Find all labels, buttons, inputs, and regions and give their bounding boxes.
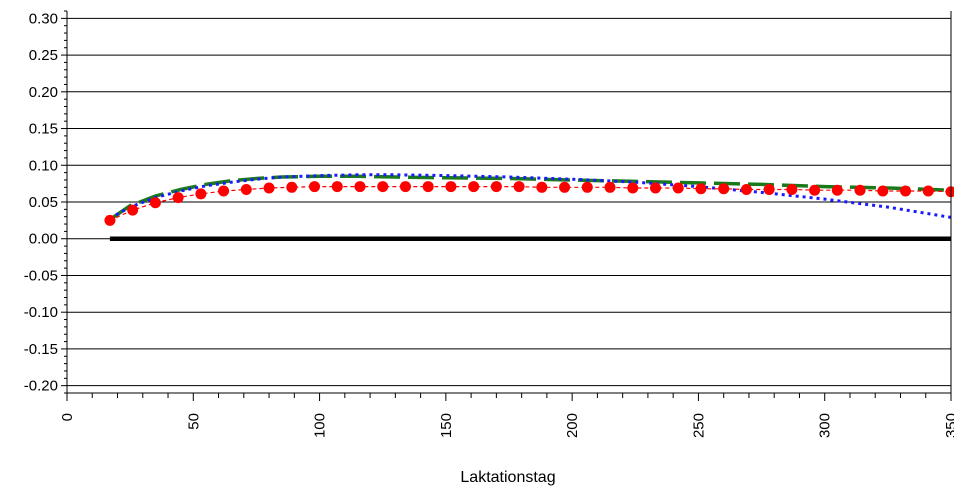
series-point: [490, 181, 502, 193]
series-point: [286, 181, 298, 193]
series-point: [649, 182, 661, 194]
series-line-4: [109, 186, 952, 221]
tick-labels: 0.30 0.25 0.20 0.15 0.10 0.05 0.00 -0.05 -0.10 -0…: [24, 10, 954, 438]
x-tick-label: 200: [564, 413, 581, 438]
series-group: [104, 173, 954, 241]
y-tick-label: 0.10: [29, 157, 58, 174]
series-point: [559, 181, 571, 193]
series-point: [513, 181, 525, 193]
y-tick-label: -0.20: [24, 378, 58, 395]
series-point: [468, 181, 480, 193]
y-tick-label: -0.15: [24, 341, 58, 358]
series-point: [422, 181, 434, 193]
y-tick-label: 0.00: [29, 231, 58, 248]
y-tick-label: 0.25: [29, 47, 58, 64]
series-point: [104, 214, 116, 226]
x-axis-title: Laktationstag: [460, 469, 555, 486]
x-tick-label: 100: [312, 413, 329, 438]
series-point: [945, 186, 954, 198]
x-tick-label: 300: [817, 413, 834, 438]
series-point: [672, 182, 684, 194]
y-tick-label: 0.30: [29, 10, 58, 27]
x-tick-label: 250: [690, 413, 707, 438]
series-point: [627, 182, 639, 194]
series-point: [218, 185, 230, 197]
series-point: [604, 181, 616, 193]
series-point: [900, 185, 912, 197]
series-point: [718, 183, 730, 195]
series-point: [922, 185, 934, 197]
x-tick-label: 50: [185, 413, 202, 430]
series-point: [809, 184, 821, 196]
x-tick-label: 0: [59, 413, 76, 421]
series-point: [309, 181, 321, 193]
series-point: [331, 181, 343, 193]
series-point: [877, 185, 889, 197]
series-point: [263, 182, 275, 194]
series-point: [740, 184, 752, 196]
series-line-3: [109, 173, 952, 220]
gridlines: [67, 17, 951, 387]
series-point: [377, 181, 389, 193]
y-tick-label: -0.05: [24, 267, 58, 284]
series-line-2: [108, 174, 952, 222]
series-point: [127, 204, 139, 216]
axes: [61, 10, 952, 401]
x-tick-label: 350: [943, 413, 954, 438]
series-point: [786, 184, 798, 196]
y-tick-label: -0.10: [24, 304, 58, 321]
y-tick-label: 0.15: [29, 121, 58, 138]
series-point: [763, 184, 775, 196]
series-point: [399, 181, 411, 193]
series-point: [695, 183, 707, 195]
series-point: [240, 184, 252, 196]
series-point: [445, 181, 457, 193]
series-point: [172, 192, 184, 204]
series-point: [536, 181, 548, 193]
y-tick-label: 0.20: [29, 84, 58, 101]
series-point: [149, 197, 161, 209]
series-point: [581, 181, 593, 193]
series-point: [831, 184, 843, 196]
x-tick-label: 150: [438, 413, 455, 438]
series-point: [195, 188, 207, 200]
series-point: [854, 184, 866, 196]
y-tick-label: 0.05: [29, 194, 58, 211]
series-point: [354, 181, 366, 193]
